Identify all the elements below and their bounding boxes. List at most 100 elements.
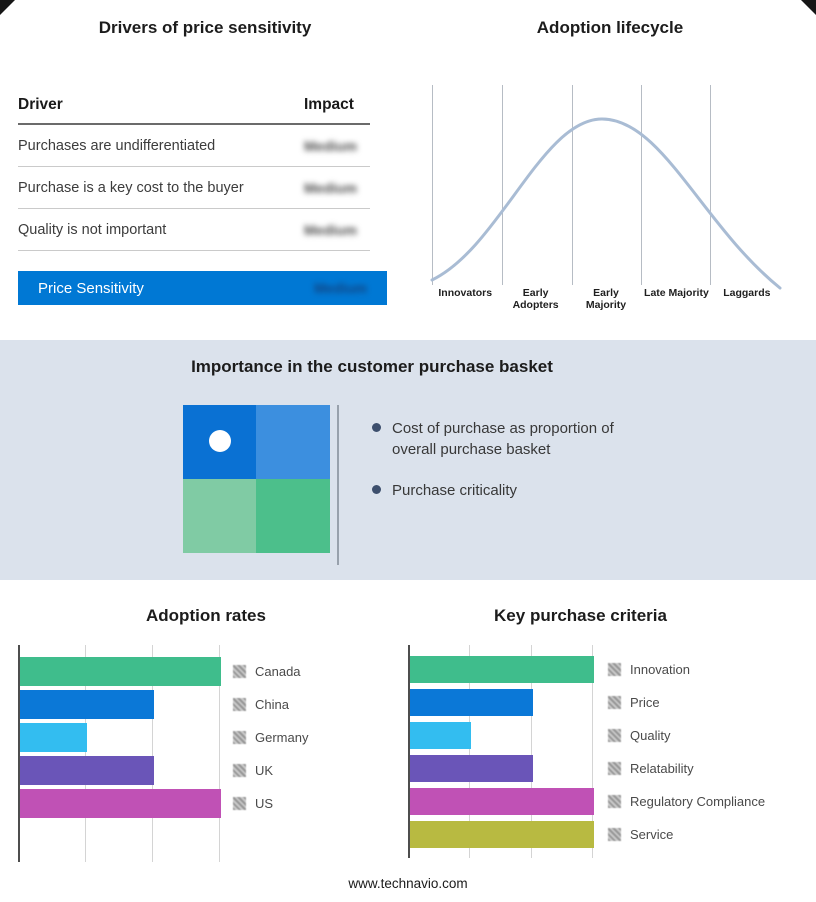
legend-hatch-swatch-icon	[608, 828, 621, 841]
corner-mark-top-right	[801, 0, 816, 15]
legend-item-us: US	[233, 789, 308, 818]
impact-value: Medium	[304, 221, 357, 238]
key-purchase-criteria-title: Key purchase criteria	[494, 606, 667, 625]
driver-row: Quality is not important Medium	[18, 209, 370, 251]
adoption-rates-title: Adoption rates	[146, 606, 266, 625]
legend-label: Regulatory Compliance	[630, 794, 766, 809]
driver-row: Purchase is a key cost to the buyer Mediu…	[18, 167, 370, 209]
drivers-table-rows: Purchases are undifferentiated Medium Purc…	[18, 125, 370, 251]
lifecycle-gridline	[572, 85, 573, 285]
quadrant-bottom-left	[183, 479, 256, 553]
legend-item-china: China	[233, 690, 308, 719]
legend-hatch-swatch-icon	[233, 698, 246, 711]
legend-label: Service	[630, 827, 674, 842]
driver-row: Purchases are undifferentiated Medium	[18, 125, 370, 167]
bar-china	[20, 690, 154, 719]
gridline	[85, 645, 86, 862]
legend-hatch-swatch-icon	[233, 797, 246, 810]
bar-quality	[410, 722, 471, 749]
quadrant-marker-dot	[209, 430, 231, 452]
quadrant-top-left	[183, 405, 256, 479]
basket-axis-line	[337, 405, 339, 565]
price-sensitivity-impact-value: Medium	[314, 280, 367, 296]
price-sensitivity-label: Price Sensitivity	[38, 279, 144, 297]
key-purchase-criteria-chart: Innovation Price Quality Relatability Regula…	[408, 645, 816, 880]
basket-bullet-item: Purchase criticality	[372, 480, 644, 501]
price-sensitivity-highlight-row: Price Sensitivity Medium	[18, 271, 387, 305]
lifecycle-panel-title: Adoption lifecycle	[536, 18, 684, 37]
drivers-table: Driver Impact Purchases are undifferenti…	[18, 96, 370, 251]
gridline	[469, 645, 470, 858]
legend-item-relatability: Relatability	[608, 755, 765, 782]
key-purchase-criteria-bars	[410, 656, 594, 848]
lifecycle-gridline	[710, 85, 711, 285]
basket-bullets: Cost of purchase as proportion of overal…	[372, 418, 644, 501]
legend-label: Canada	[255, 664, 301, 679]
driver-name: Purchases are undifferentiated	[18, 137, 216, 154]
legend-item-regulatory-compliance: Regulatory Compliance	[608, 788, 765, 815]
gridline	[152, 645, 153, 862]
quadrant-top-right	[256, 405, 330, 479]
bar-innovation	[410, 656, 594, 683]
basket-bullet-item: Cost of purchase as proportion of overal…	[372, 418, 644, 460]
key-purchase-criteria-legend: Innovation Price Quality Relatability Regula…	[608, 656, 765, 848]
legend-item-canada: Canada	[233, 657, 308, 686]
legend-item-germany: Germany	[233, 723, 308, 752]
adoption-curve	[430, 117, 782, 290]
adoption-rates-chart: Canada China Germany UK US	[18, 645, 413, 880]
legend-hatch-swatch-icon	[233, 665, 246, 678]
footer-url: www.technavio.com	[348, 876, 468, 891]
bar-service	[410, 821, 594, 848]
legend-label: US	[255, 796, 274, 811]
adoption-rates-legend: Canada China Germany UK US	[233, 657, 308, 818]
legend-hatch-swatch-icon	[608, 795, 621, 808]
basket-panel-title: Importance in the customer purchase bask…	[191, 357, 553, 376]
legend-item-innovation: Innovation	[608, 656, 765, 683]
lifecycle-gridline	[432, 85, 433, 285]
drivers-table-header: Driver Impact	[18, 96, 370, 125]
legend-item-quality: Quality	[608, 722, 765, 749]
gridline	[592, 645, 593, 858]
bar-us	[20, 789, 221, 818]
lifecycle-category-label: Early Majority	[585, 287, 627, 311]
bar-canada	[20, 657, 221, 686]
lifecycle-category-label: Late Majority	[644, 287, 709, 299]
legend-item-price: Price	[608, 689, 765, 716]
drivers-panel-title: Drivers of price sensitivity	[98, 18, 312, 37]
bullet-dot-icon	[372, 423, 381, 432]
gridline	[531, 645, 532, 858]
impact-column-header: Impact	[304, 96, 354, 113]
lifecycle-category-label: Innovators	[438, 287, 493, 299]
adoption-rates-bars	[20, 657, 221, 818]
adoption-rates-axis	[18, 645, 20, 862]
legend-hatch-swatch-icon	[233, 731, 246, 744]
bullet-text: Purchase criticality	[392, 482, 518, 499]
legend-item-service: Service	[608, 821, 765, 848]
bar-germany	[20, 723, 87, 752]
legend-label: Innovation	[630, 662, 690, 677]
lifecycle-category-label: Early Adopters	[512, 287, 559, 311]
gridline	[219, 645, 220, 862]
legend-label: Quality	[630, 728, 671, 743]
legend-hatch-swatch-icon	[608, 696, 621, 709]
corner-mark-top-left	[0, 0, 15, 15]
driver-name: Quality is not important	[18, 221, 167, 238]
lifecycle-category-label: Laggards	[723, 287, 771, 299]
legend-hatch-swatch-icon	[608, 762, 621, 775]
lifecycle-gridline	[502, 85, 503, 285]
quadrant-bottom-right	[256, 479, 330, 553]
bullet-text: Cost of purchase as proportion of overal…	[392, 420, 614, 458]
purchase-basket-band	[0, 340, 816, 580]
adoption-lifecycle-chart: Innovators Early Adopters Early Majority La…	[430, 85, 782, 311]
legend-hatch-swatch-icon	[233, 764, 246, 777]
legend-label: Price	[630, 695, 660, 710]
bar-price	[410, 689, 533, 716]
driver-name: Purchase is a key cost to the buyer	[18, 179, 244, 196]
legend-hatch-swatch-icon	[608, 729, 621, 742]
bar-regulatory-compliance	[410, 788, 594, 815]
legend-label: Germany	[255, 730, 309, 745]
bullet-dot-icon	[372, 485, 381, 494]
legend-hatch-swatch-icon	[608, 663, 621, 676]
purchase-basket-quadrant	[183, 405, 330, 553]
lifecycle-labels: Innovators Early Adopters Early Majority La…	[430, 285, 782, 311]
